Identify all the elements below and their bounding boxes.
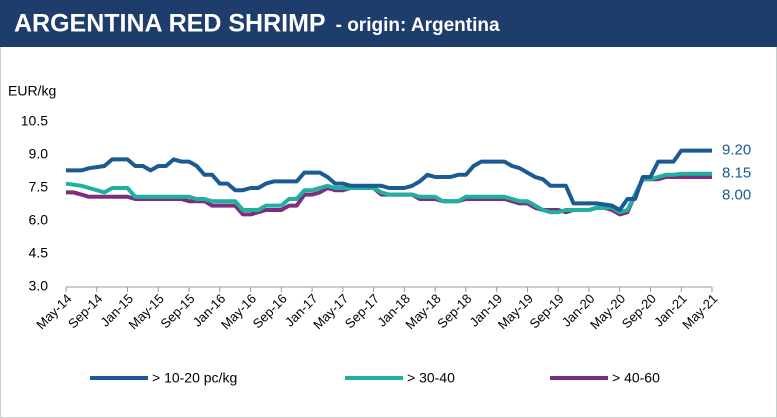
y-tick-label: 10.5	[21, 113, 48, 129]
value-label: 8.00	[722, 187, 751, 204]
legend-label: > 30-40	[407, 370, 455, 386]
series-line	[66, 148, 712, 212]
y-tick-label: 9.0	[29, 146, 49, 162]
y-tick-label: 7.5	[29, 179, 49, 195]
chart-subtitle: - origin: Argentina	[336, 15, 500, 36]
series-line	[65, 171, 712, 215]
title-bar	[0, 0, 777, 47]
y-axis-label: EUR/kg	[8, 83, 56, 99]
chart-title: ARGENTINA RED SHRIMP	[14, 10, 326, 38]
y-tick-label: 4.5	[29, 245, 49, 261]
value-label: 9.20	[722, 142, 751, 159]
y-tick-label: 6.0	[29, 212, 49, 228]
y-tick-label: 3.0	[29, 278, 49, 294]
value-label: 8.15	[722, 165, 751, 182]
legend-label: > 10-20 pc/kg	[152, 370, 237, 386]
legend-label: > 40-60	[612, 370, 660, 386]
